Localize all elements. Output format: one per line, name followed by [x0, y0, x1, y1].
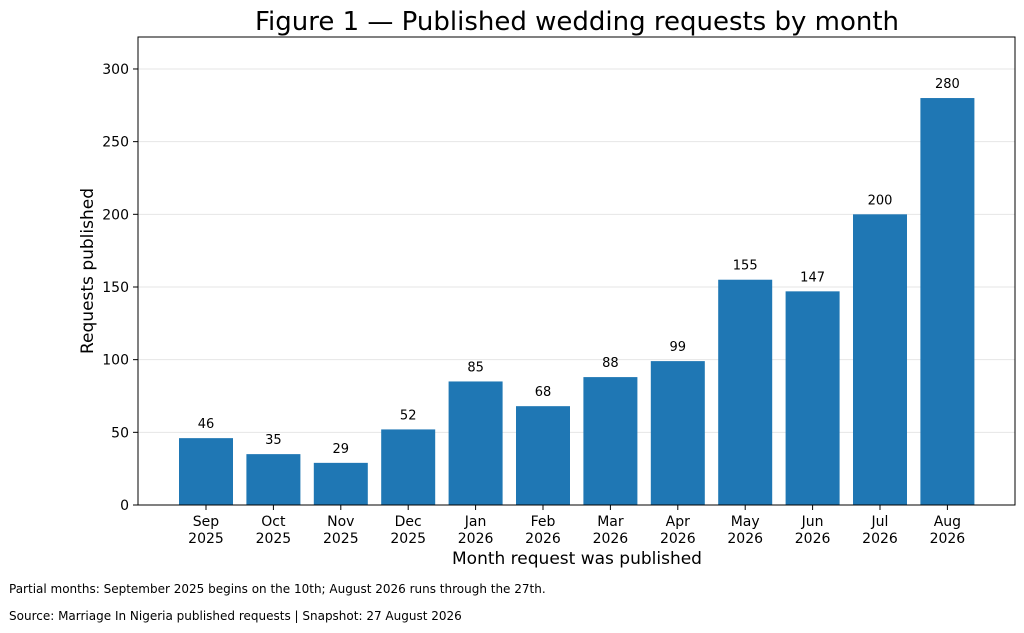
y-axis-label: Requests published: [78, 188, 98, 354]
x-tick-label-month: Jul: [871, 514, 889, 530]
x-axis-ticks: Sep2025Oct2025Nov2025Dec2025Jan2026Feb20…: [188, 505, 965, 547]
source-note: Source: Marriage In Nigeria published re…: [9, 609, 462, 623]
data-label: 147: [800, 270, 825, 285]
y-tick-label: 200: [102, 207, 129, 223]
x-tick-label-year: 2026: [458, 531, 494, 547]
x-tick-label-year: 2026: [930, 531, 966, 547]
x-tick-label-month: Dec: [395, 514, 422, 530]
x-tick-label-year: 2026: [862, 531, 898, 547]
x-axis-label: Month request was published: [452, 549, 702, 569]
bar: [179, 438, 233, 505]
data-label: 29: [333, 442, 350, 457]
bar: [313, 462, 368, 505]
x-tick-label-year: 2025: [390, 531, 426, 547]
x-tick-label-month: Apr: [666, 514, 690, 530]
y-tick-label: 150: [102, 280, 129, 296]
x-tick-label-year: 2026: [727, 531, 763, 547]
partial-months-note: Partial months: September 2025 begins on…: [9, 582, 546, 596]
bar: [650, 361, 705, 505]
data-labels: 46 35 29 52 85 68 88 99 155 147 200 280: [198, 77, 960, 457]
y-tick-label: 250: [102, 135, 129, 151]
y-tick-label: 100: [102, 353, 129, 369]
data-label: 35: [265, 433, 282, 448]
bar: [246, 454, 301, 505]
x-tick-label-month: Jun: [801, 514, 824, 530]
y-tick-label: 0: [120, 498, 129, 514]
bars: [179, 98, 975, 505]
data-label: 99: [670, 340, 687, 355]
x-tick-label-year: 2025: [323, 531, 359, 547]
bar: [718, 279, 773, 505]
x-tick-label-month: Sep: [193, 514, 220, 530]
data-label: 280: [935, 77, 960, 92]
x-tick-label-month: Mar: [597, 514, 624, 530]
x-tick-label-month: Jan: [464, 514, 487, 530]
data-label: 46: [198, 417, 215, 432]
data-label: 85: [467, 360, 484, 375]
data-label: 88: [602, 356, 619, 371]
x-tick-label-year: 2026: [525, 531, 561, 547]
x-tick-label-year: 2025: [188, 531, 224, 547]
data-label: 68: [535, 385, 552, 400]
data-label: 52: [400, 408, 417, 423]
bar: [381, 429, 436, 505]
data-label: 155: [733, 259, 758, 274]
plot-frame: [137, 36, 1016, 506]
bar: [516, 406, 570, 505]
x-tick-label-year: 2025: [256, 531, 292, 547]
chart-title: Figure 1 — Published wedding requests by…: [255, 7, 899, 37]
x-tick-label-month: Nov: [327, 514, 354, 530]
x-tick-label-month: Feb: [531, 514, 556, 530]
bar: [920, 98, 975, 505]
bar: [448, 381, 503, 505]
x-tick-label-year: 2026: [660, 531, 696, 547]
y-tick-label: 300: [102, 62, 129, 78]
bar: [853, 214, 907, 505]
y-axis-ticks: 0 50 100 150 200 250 300: [102, 62, 138, 514]
bar: [785, 291, 840, 505]
x-tick-label-year: 2026: [795, 531, 831, 547]
x-tick-label-month: May: [731, 514, 760, 530]
bar: [583, 377, 638, 505]
x-tick-label-year: 2026: [593, 531, 629, 547]
x-tick-label-month: Aug: [934, 514, 961, 530]
y-tick-label: 50: [111, 425, 129, 441]
data-label: 200: [868, 193, 893, 208]
x-tick-label-month: Oct: [261, 514, 286, 530]
